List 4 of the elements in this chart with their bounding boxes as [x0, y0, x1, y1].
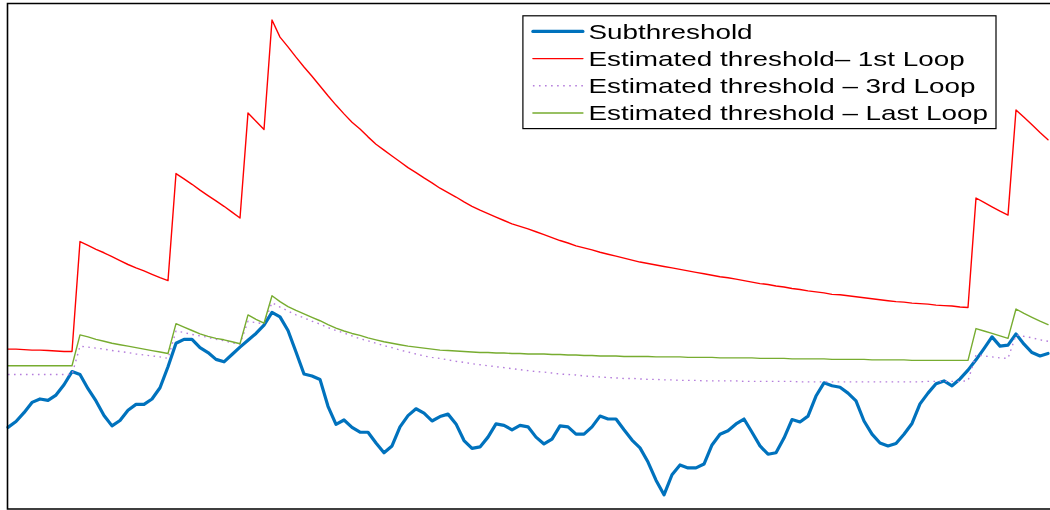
- legend-label: Estimated threshold – Last Loop: [588, 101, 988, 125]
- legend-label: Subthreshold: [588, 20, 753, 43]
- legend-label: Estimated threshold– 1st Loop: [588, 47, 965, 71]
- legend-label: Estimated threshold – 3rd Loop: [588, 74, 976, 98]
